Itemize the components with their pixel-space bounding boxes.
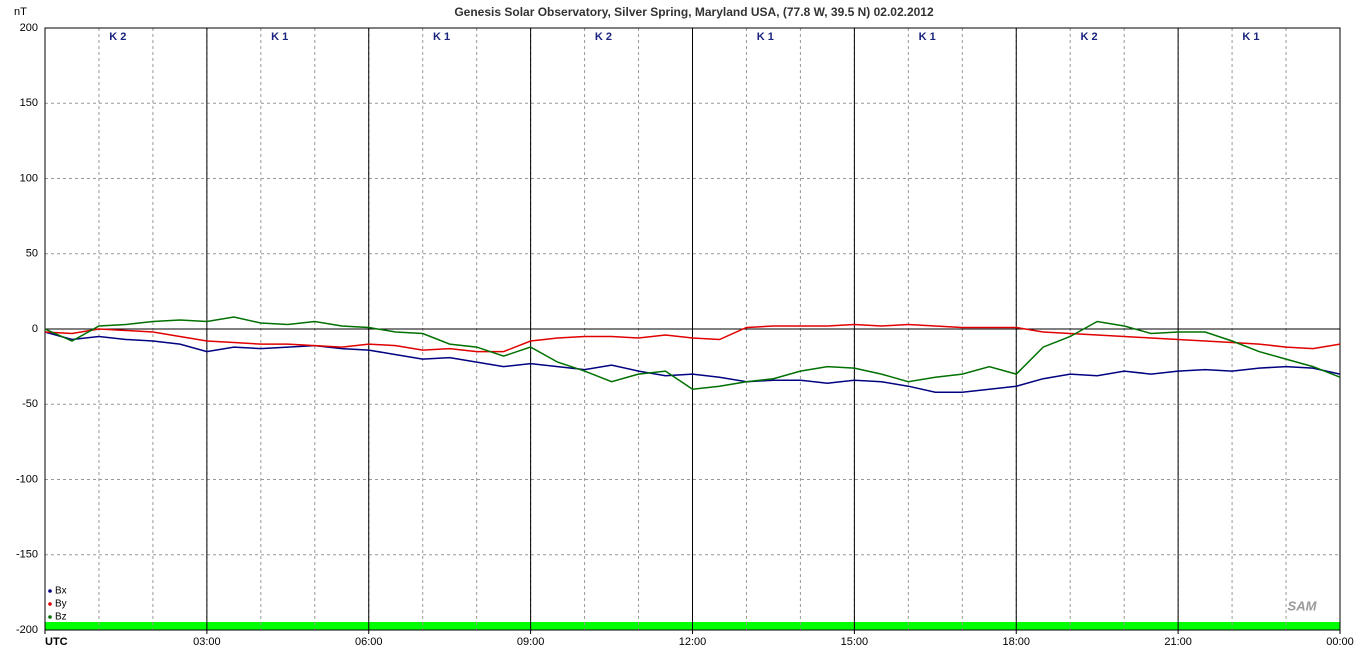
k-index-label: K 1	[757, 31, 774, 43]
x-tick-label: 18:00	[1002, 636, 1030, 648]
y-tick-label: -100	[16, 473, 38, 485]
legend-label: Bz	[55, 612, 67, 623]
logo: SAM	[1288, 598, 1318, 613]
x-tick-label: UTC	[45, 636, 68, 648]
y-tick-label: -200	[16, 624, 38, 636]
y-tick-label: -150	[16, 549, 38, 561]
k-index-label: K 1	[271, 31, 288, 43]
legend-label: By	[55, 599, 67, 610]
k-index-label: K 1	[919, 31, 936, 43]
y-axis-label: nT	[14, 6, 27, 18]
y-tick-label: 0	[32, 323, 38, 335]
series-line	[44, 323, 1341, 353]
chart-title: Genesis Solar Observatory, Silver Spring…	[454, 5, 934, 19]
series-line	[44, 316, 1341, 390]
legend-marker	[48, 615, 52, 619]
y-tick-label: -50	[22, 398, 38, 410]
legend-marker	[48, 589, 52, 593]
k-index-label: K 1	[433, 31, 450, 43]
y-tick-label: 150	[20, 97, 38, 109]
x-tick-label: 12:00	[679, 636, 707, 648]
legend-label: Bx	[55, 586, 67, 597]
k-index-label: K 2	[109, 31, 126, 43]
x-tick-label: 06:00	[355, 636, 383, 648]
x-tick-label: 09:00	[517, 636, 545, 648]
k-index-label: K 2	[1081, 31, 1098, 43]
y-tick-label: 100	[20, 172, 38, 184]
legend-marker	[48, 602, 52, 606]
x-tick-label: 15:00	[841, 636, 869, 648]
x-tick-label: 03:00	[193, 636, 221, 648]
x-tick-label: 00:00	[1326, 636, 1354, 648]
k-index-label: K 2	[595, 31, 612, 43]
y-tick-label: 50	[26, 248, 38, 260]
series-line	[44, 331, 1341, 393]
k-index-label: K 1	[1242, 31, 1259, 43]
y-tick-label: 200	[20, 22, 38, 34]
x-tick-label: 21:00	[1164, 636, 1192, 648]
